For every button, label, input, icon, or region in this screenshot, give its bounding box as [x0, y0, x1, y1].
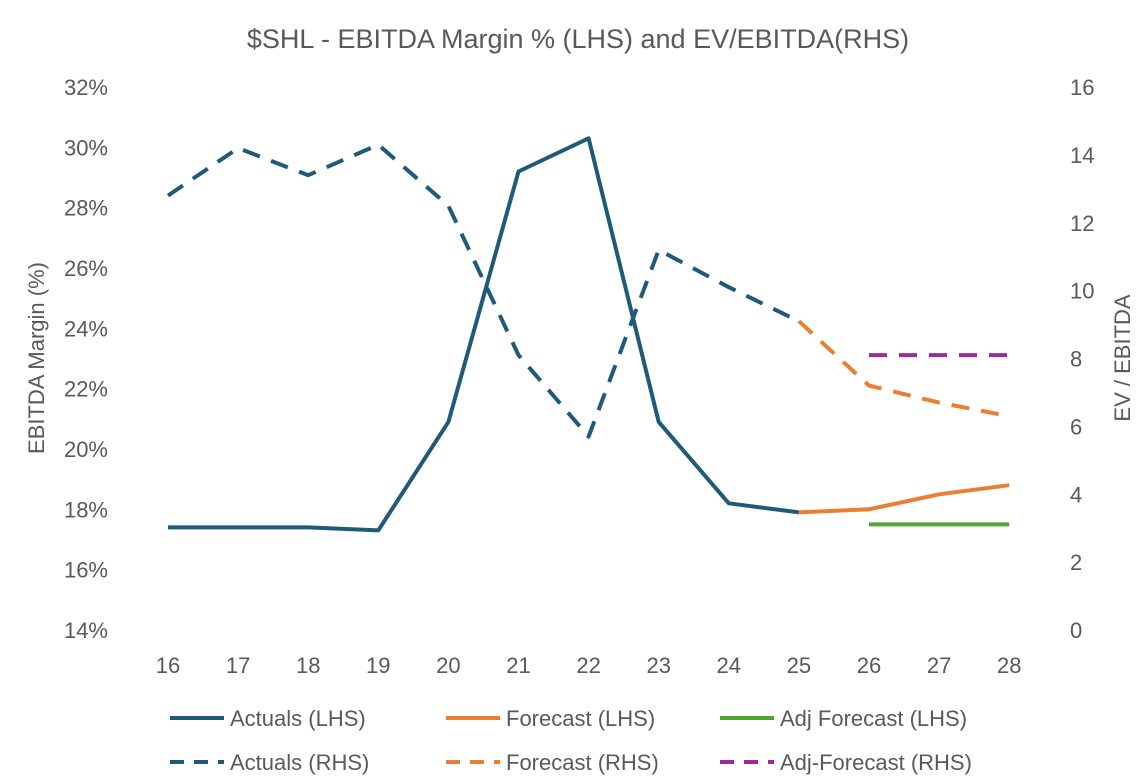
legend-label: Forecast (RHS) — [506, 750, 659, 775]
x-tick: 24 — [717, 653, 741, 678]
y-tick-right: 10 — [1070, 279, 1094, 304]
series-line — [166, 142, 800, 439]
x-tick: 17 — [226, 653, 250, 678]
legend-label: Actuals (LHS) — [230, 706, 366, 731]
series-line — [797, 319, 1010, 419]
x-tick: 25 — [787, 653, 811, 678]
legend-label: Actuals (RHS) — [230, 750, 369, 775]
y-axis-right: 0 2 4 6 8 10 12 14 16 — [1070, 75, 1094, 643]
y-tick-left: 18% — [64, 497, 108, 522]
y-tick-left: 32% — [64, 75, 108, 100]
y-tick-left: 16% — [64, 558, 108, 583]
x-tick: 27 — [927, 653, 951, 678]
legend-label: Adj-Forecast (RHS) — [780, 750, 972, 775]
y-tick-right: 4 — [1070, 482, 1082, 507]
x-tick: 20 — [436, 653, 460, 678]
y-tick-right: 14 — [1070, 143, 1094, 168]
x-tick: 22 — [576, 653, 600, 678]
y-tick-right: 8 — [1070, 347, 1082, 372]
chart-title: $SHL - EBITDA Margin % (LHS) and EV/EBIT… — [247, 24, 909, 54]
y-tick-right: 0 — [1070, 618, 1082, 643]
y-tick-left: 26% — [64, 256, 108, 281]
y-axis-title-left: EBITDA Margin (%) — [24, 262, 49, 454]
plot-area — [166, 136, 1010, 533]
series-line — [798, 483, 1010, 515]
legend-label: Adj Forecast (LHS) — [780, 706, 967, 731]
x-tick: 28 — [997, 653, 1021, 678]
x-tick: 21 — [506, 653, 530, 678]
y-tick-left: 30% — [64, 135, 108, 160]
x-tick: 19 — [366, 653, 390, 678]
y-tick-left: 24% — [64, 316, 108, 341]
y-axis-left: 14% 16% 18% 20% 22% 24% 26% 28% 30% 32% — [64, 75, 108, 643]
x-tick: 23 — [646, 653, 670, 678]
x-tick: 26 — [857, 653, 881, 678]
x-tick: 16 — [156, 653, 180, 678]
y-tick-right: 12 — [1070, 211, 1094, 236]
x-tick: 18 — [296, 653, 320, 678]
x-axis: 16 17 18 19 20 21 22 23 24 25 26 27 28 — [156, 653, 1022, 678]
y-axis-title-right: EV / EBITDA — [1110, 294, 1135, 421]
series-line — [168, 136, 800, 533]
y-tick-left: 14% — [64, 618, 108, 643]
legend-label: Forecast (LHS) — [506, 706, 655, 731]
y-tick-left: 22% — [64, 377, 108, 402]
y-tick-right: 2 — [1070, 550, 1082, 575]
y-tick-left: 28% — [64, 196, 108, 221]
y-tick-right: 16 — [1070, 75, 1094, 100]
y-tick-right: 6 — [1070, 414, 1082, 439]
legend: Actuals (LHS) Forecast (LHS) Adj Forecast … — [170, 706, 972, 775]
y-tick-left: 20% — [64, 437, 108, 462]
